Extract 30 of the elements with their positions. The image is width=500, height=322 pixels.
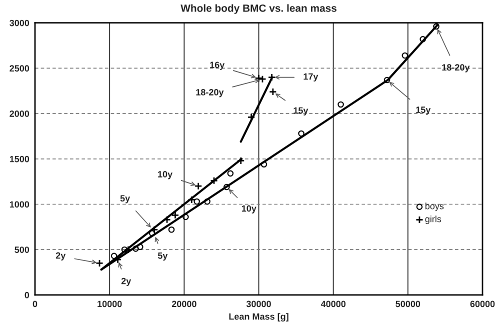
y-tick-label: 500	[14, 246, 30, 253]
x-tick-label: 0	[32, 300, 38, 308]
legend-label: girls	[425, 216, 442, 224]
x-tick-label: 30000	[246, 300, 271, 308]
annotation: 15y	[416, 106, 431, 115]
x-tick-label: 50000	[396, 300, 420, 308]
annotation: 10y	[242, 205, 256, 214]
x-tick-label: 20000	[172, 300, 196, 308]
annotation: 5y	[158, 252, 168, 261]
annotation: 16y	[210, 62, 225, 70]
annotation: 2y	[121, 278, 132, 286]
legend-label: boys	[425, 202, 444, 212]
y-tick-label: 2500	[10, 65, 30, 72]
annotation: 17y	[304, 73, 318, 82]
annotation: 10y	[158, 171, 172, 180]
x-tick-label: 10000	[98, 300, 122, 308]
y-tick-label: 2000	[10, 110, 30, 117]
chart-title: Whole body BMC vs. lean mass	[180, 4, 336, 14]
y-tick-label: 3000	[10, 20, 30, 26]
annotation: 5y	[120, 195, 130, 204]
y-tick-label: 0	[24, 292, 30, 298]
annotation: 15y	[294, 107, 308, 116]
annotation: 18-20y	[196, 89, 224, 98]
y-tick-label: 1500	[10, 156, 30, 162]
annotation: 18-20y	[442, 64, 470, 72]
x-tick-label: 40000	[320, 300, 346, 308]
annotation: 2y	[56, 252, 66, 260]
x-axis-title: Lean Mass [g]	[229, 313, 288, 322]
x-tick-label: 60000	[470, 300, 495, 308]
y-tick-label: 1000	[10, 201, 30, 208]
